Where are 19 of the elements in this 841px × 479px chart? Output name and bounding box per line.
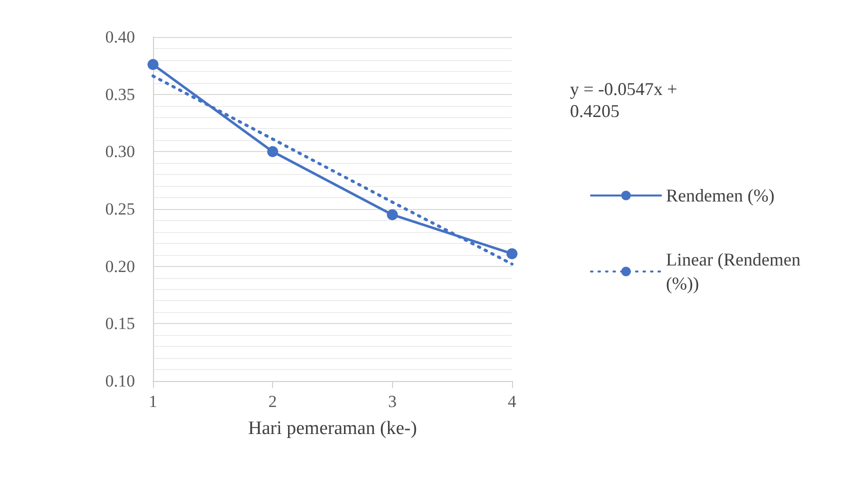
legend-label: Linear (Rendemen (%)) [666, 250, 805, 294]
point [506, 248, 518, 260]
x-tick-label: 2 [268, 392, 277, 411]
x-tick-label: 3 [388, 392, 397, 411]
y-tick-label: 0.25 [105, 200, 135, 218]
y-tick-label: 0.35 [105, 84, 135, 104]
legend-label: Rendemen (%) [666, 186, 774, 206]
x-tick-label: 4 [508, 392, 517, 411]
point [386, 209, 398, 220]
y-tick-label: 0.40 [105, 28, 135, 46]
y-tick-label: 0.15 [105, 314, 135, 334]
y-tick-label: 0.10 [105, 372, 135, 390]
x-axis-title: Hari pemeraman (ke-) [248, 418, 417, 439]
text: y = -0.0547x + 0.4205 [570, 79, 682, 121]
point [148, 59, 158, 70]
x-tick-label: 1 [148, 392, 158, 411]
point [267, 146, 278, 158]
y-tick-label: 0.30 [105, 142, 135, 162]
y-tick-label: 0.20 [105, 256, 135, 276]
